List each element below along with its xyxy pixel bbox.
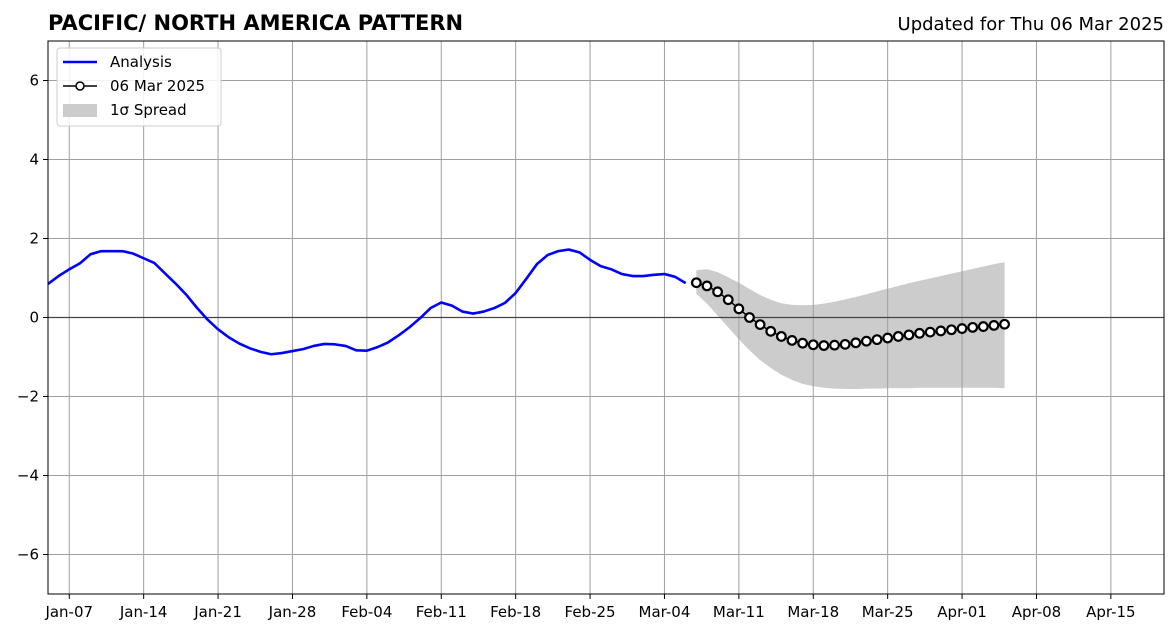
- forecast-point: [733, 303, 745, 315]
- forecast-point: [871, 334, 883, 346]
- y-tick-label: 6: [29, 72, 39, 90]
- chart-subtitle: Updated for Thu 06 Mar 2025: [898, 14, 1164, 35]
- forecast-point: [690, 277, 702, 289]
- y-tick-label: 2: [29, 230, 39, 248]
- x-tick-label: Mar-25: [862, 603, 914, 621]
- forecast-point: [956, 323, 968, 334]
- legend-label: 1σ Spread: [110, 101, 187, 119]
- forecast-point: [839, 338, 851, 350]
- forecast-point: [850, 337, 862, 349]
- x-tick-label: Mar-11: [713, 603, 765, 621]
- forecast-point: [977, 321, 989, 332]
- x-tick-label: Apr-01: [937, 603, 987, 621]
- x-tick-label: Apr-08: [1012, 603, 1062, 621]
- x-tick-label: Feb-18: [490, 603, 541, 621]
- forecast-point: [861, 335, 872, 347]
- x-tick-label: Feb-04: [341, 603, 392, 621]
- forecast-point: [701, 280, 713, 292]
- legend-label: Analysis: [110, 53, 172, 71]
- y-tick-label: −2: [17, 388, 39, 406]
- x-tick-label: Apr-15: [1086, 603, 1136, 621]
- forecast-point: [924, 326, 936, 338]
- forecast-point: [712, 286, 723, 298]
- x-tick-label: Jan-21: [193, 603, 242, 621]
- forecast-point: [882, 332, 894, 344]
- x-tick-label: Feb-11: [416, 603, 467, 621]
- forecast-point: [765, 325, 777, 337]
- y-tick-label: −4: [17, 467, 39, 485]
- forecast-point: [903, 329, 915, 341]
- forecast-point: [818, 340, 830, 351]
- x-tick-label: Jan-14: [119, 603, 168, 621]
- forecast-point: [935, 325, 947, 337]
- forecast-point: [999, 318, 1010, 330]
- forecast-point: [786, 335, 798, 346]
- forecast-point: [914, 327, 925, 339]
- forecast-point: [775, 331, 787, 342]
- y-tick-label: 4: [29, 151, 39, 169]
- x-tick-label: Feb-25: [565, 603, 616, 621]
- spread-band: [696, 262, 1005, 389]
- legend-forecast-marker: [75, 81, 85, 91]
- x-tick-label: Mar-04: [639, 603, 691, 621]
- x-tick-label: Mar-18: [787, 603, 839, 621]
- legend-spread-swatch: [63, 104, 97, 117]
- x-tick-label: Jan-07: [44, 603, 93, 621]
- x-tick-label: Jan-28: [268, 603, 317, 621]
- forecast-point: [967, 321, 979, 333]
- chart-title: PACIFIC/ NORTH AMERICA PATTERN: [48, 11, 463, 35]
- forecast-point: [807, 339, 819, 351]
- y-tick-label: 0: [29, 309, 39, 327]
- legend-box: [56, 47, 222, 127]
- forecast-point: [829, 339, 840, 351]
- analysis-line: [47, 248, 687, 356]
- legend-label: 06 Mar 2025: [110, 77, 205, 95]
- forecast-point: [988, 320, 1000, 331]
- forecast-point: [946, 324, 957, 336]
- y-tick-label: −6: [17, 546, 39, 564]
- forecast-point: [754, 319, 766, 331]
- forecast-point: [892, 331, 904, 342]
- forecast-point: [797, 337, 809, 349]
- forecast-point: [744, 312, 755, 323]
- forecast-point: [722, 294, 734, 306]
